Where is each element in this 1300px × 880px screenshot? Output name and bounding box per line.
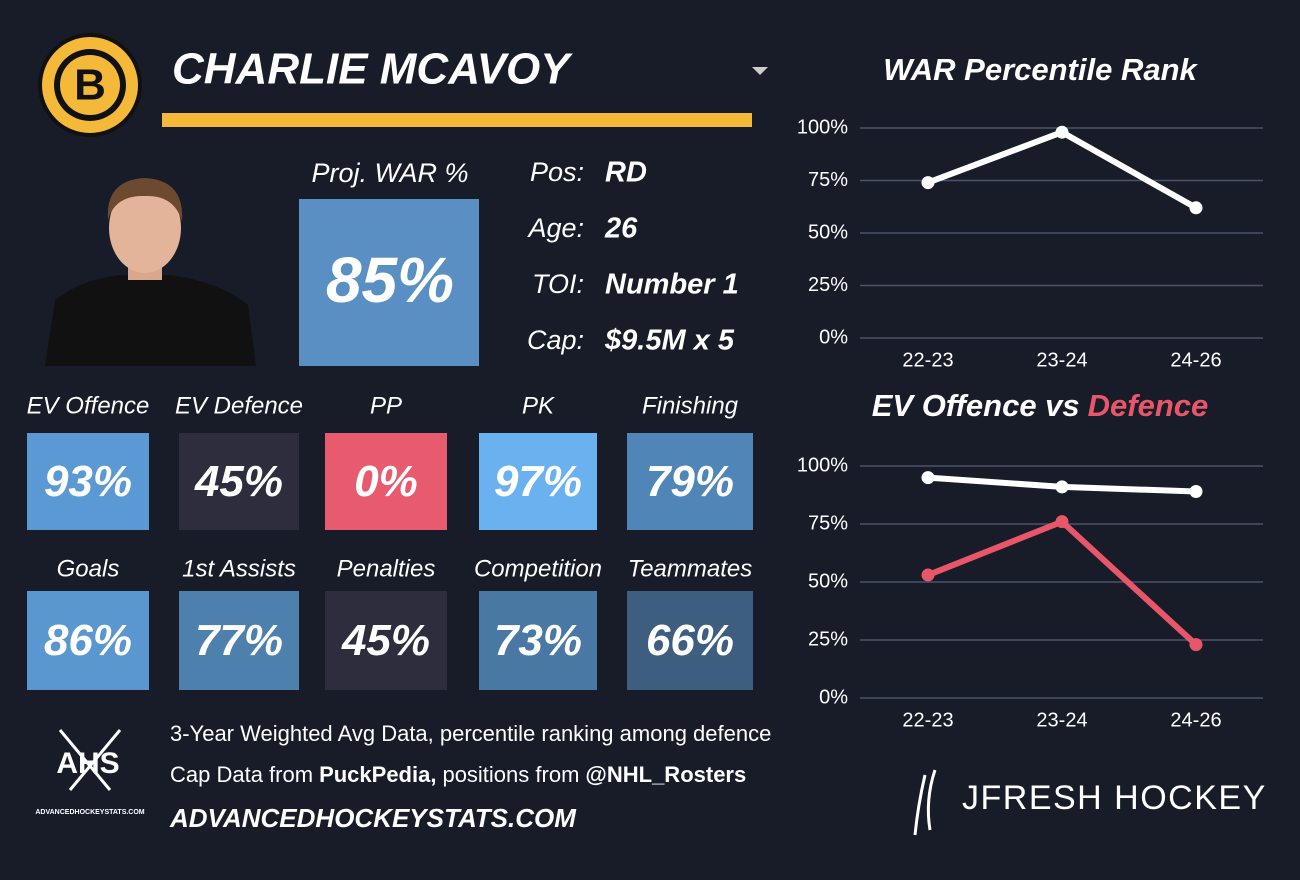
ahs-logo-text: AHS [56, 747, 119, 780]
tile-label: Goals [57, 555, 120, 582]
footer-line-part: @NHL_Rosters [585, 762, 746, 787]
footer-line-part: PuckPedia, [319, 762, 436, 787]
tile-value: 45% [194, 457, 283, 506]
tile-label: Penalties [337, 555, 436, 582]
point [921, 471, 935, 485]
chart-title: WAR Percentile Rank [883, 52, 1198, 87]
y-tick-label: 25% [808, 628, 848, 650]
tile [627, 433, 753, 530]
tile-label: PK [522, 392, 555, 419]
info-value: RD [605, 157, 647, 189]
info-label: Pos: [530, 157, 584, 187]
site-link: ADVANCEDHOCKEYSTATS.COM [169, 803, 577, 833]
x-tick-label: 24-26 [1170, 709, 1221, 731]
proj-tile [299, 199, 479, 366]
ahs-logo-caption: ADVANCEDHOCKEYSTATS.COM [35, 809, 144, 816]
y-tick-label: 100% [797, 454, 848, 476]
tile [325, 591, 447, 690]
x-tick-label: 22-23 [902, 349, 953, 371]
tile-label: Teammates [628, 555, 753, 582]
info-value: Number 1 [605, 269, 739, 301]
info-label: Age: [526, 213, 584, 243]
tile-label: 1st Assists [182, 555, 296, 582]
tile [27, 591, 149, 690]
logo-letter: B [74, 61, 106, 110]
tile [179, 591, 299, 690]
point [1189, 201, 1203, 215]
player-name: CHARLIE MCAVOY [172, 45, 573, 94]
point [921, 568, 935, 582]
tile-value: 93% [44, 457, 132, 506]
brand: JFRESH HOCKEY [962, 779, 1267, 817]
chart-title-part: Defence [1088, 388, 1209, 423]
tile-value: 66% [646, 616, 734, 665]
footer-line-part: positions from [442, 762, 579, 787]
point [1055, 480, 1069, 494]
ahs-logo [58, 729, 122, 791]
tile-value: 0% [354, 457, 418, 506]
tile [479, 433, 597, 530]
info-value: $9.5M x 5 [604, 325, 735, 357]
tile-value: 86% [44, 616, 132, 665]
tile-label: Finishing [642, 392, 739, 419]
tile [479, 591, 597, 690]
tile-label: EV Defence [175, 392, 303, 419]
tile [27, 433, 149, 530]
y-tick-label: 25% [808, 274, 848, 296]
x-tick-label: 23-24 [1036, 349, 1087, 371]
tile-label: EV Offence [27, 392, 150, 419]
tile-label: PP [370, 392, 402, 419]
point [1189, 485, 1203, 499]
x-tick-label: 24-26 [1170, 349, 1221, 371]
tile-label: Competition [474, 555, 602, 582]
info-label: Cap: [527, 325, 584, 355]
footer-line: 3-Year Weighted Avg Data, percentile ran… [170, 721, 771, 746]
info-value: 26 [604, 213, 638, 245]
chart-title-part: EV Offence vs [872, 388, 1080, 423]
point [1055, 515, 1069, 529]
team-logo-core [60, 55, 120, 115]
point [1189, 638, 1203, 652]
tile-value: 79% [646, 457, 734, 506]
dropdown-arrow[interactable] [752, 67, 768, 75]
tile-value: 97% [494, 457, 582, 506]
y-tick-label: 0% [819, 686, 848, 708]
chart-title: EV Offence vs Defence [872, 388, 1209, 423]
info-label: TOI: [532, 269, 584, 299]
y-tick-label: 75% [808, 169, 848, 191]
tile-value: 73% [494, 616, 582, 665]
proj-value: 85% [326, 244, 454, 316]
tile-value: 77% [195, 616, 283, 665]
y-tick-label: 50% [808, 570, 848, 592]
y-tick-label: 50% [808, 221, 848, 243]
tile [179, 433, 299, 530]
x-tick-label: 22-23 [902, 709, 953, 731]
point [1055, 125, 1069, 139]
y-tick-label: 0% [819, 326, 848, 348]
proj-label: Proj. WAR % [311, 158, 468, 188]
footer-line-part: Cap Data from [170, 762, 313, 787]
tile [325, 433, 447, 530]
point [921, 176, 935, 190]
tile-value: 45% [341, 616, 430, 665]
y-tick-label: 75% [808, 512, 848, 534]
player-photo [45, 178, 256, 366]
name-underline [162, 113, 752, 127]
tile [627, 591, 753, 690]
y-tick-label: 100% [797, 116, 848, 138]
jfresh-logo [913, 769, 937, 836]
footer-line: Cap Data from PuckPedia, positions from @NH… [170, 762, 746, 787]
x-tick-label: 23-24 [1036, 709, 1087, 731]
